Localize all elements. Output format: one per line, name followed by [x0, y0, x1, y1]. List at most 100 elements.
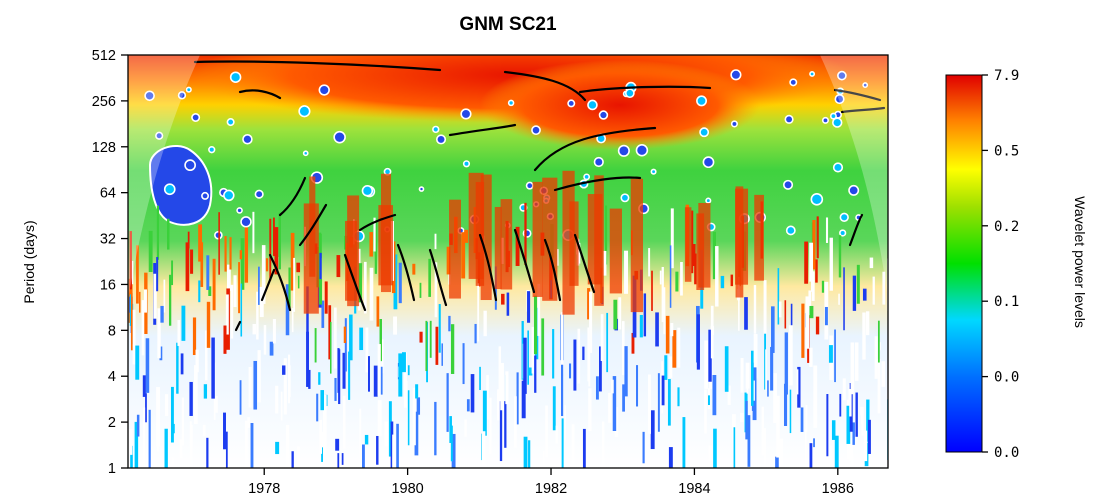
power-streak — [398, 353, 403, 397]
power-streak — [195, 349, 199, 373]
power-streak — [669, 356, 673, 378]
y-tick-label: 4 — [108, 369, 116, 385]
ridge-line — [840, 106, 886, 114]
contour-dot — [593, 156, 604, 168]
power-streak — [190, 249, 194, 274]
power-streak — [830, 445, 832, 468]
power-streak — [343, 326, 347, 344]
contour-dot — [242, 134, 253, 145]
high-power-column — [347, 195, 360, 307]
high-power-region-top-right — [480, 60, 760, 150]
power-streak — [398, 262, 402, 304]
power-streak — [212, 258, 216, 311]
ridge-lines — [193, 60, 886, 332]
power-streak — [316, 393, 319, 422]
ridge-line — [260, 268, 276, 302]
power-streak — [181, 397, 185, 446]
power-streak — [710, 305, 714, 359]
power-streak — [809, 443, 813, 468]
power-streak — [204, 330, 208, 381]
power-streak — [129, 231, 132, 290]
power-streak — [610, 379, 614, 394]
power-streak — [761, 406, 764, 456]
contour-dot — [821, 116, 829, 124]
contour-dot — [201, 191, 210, 200]
power-streak — [477, 283, 480, 342]
power-streak — [200, 242, 204, 287]
contour-dot — [617, 144, 630, 157]
power-streak — [582, 428, 586, 468]
cone-of-influence — [128, 55, 200, 300]
power-streak — [825, 217, 829, 243]
cone-of-influence-right — [820, 55, 888, 300]
power-streak — [272, 319, 276, 344]
power-streak — [369, 267, 374, 321]
power-streak — [528, 367, 533, 376]
power-streak — [501, 293, 505, 305]
power-streak — [225, 294, 229, 335]
power-streak — [198, 280, 201, 303]
contour-dot — [620, 193, 630, 203]
power-streak — [189, 381, 193, 416]
power-streak — [428, 258, 431, 297]
power-streak — [259, 286, 264, 318]
power-streak — [657, 373, 660, 432]
power-streak — [838, 293, 840, 305]
contour-dot — [208, 146, 216, 154]
power-streak — [504, 401, 507, 448]
power-streak — [747, 415, 751, 467]
power-streak — [368, 356, 370, 392]
power-streak — [691, 210, 694, 274]
power-streak — [466, 399, 470, 412]
contour-dot — [785, 225, 796, 236]
contour-dot — [789, 78, 798, 87]
power-streak — [412, 387, 416, 446]
power-streak — [486, 375, 489, 420]
power-streak — [225, 431, 228, 468]
ridge-line — [478, 233, 498, 302]
power-streak — [552, 386, 556, 431]
power-streak — [319, 279, 323, 305]
power-streak — [288, 365, 291, 398]
power-streak — [778, 301, 782, 318]
power-streak — [334, 377, 337, 401]
contour-dot — [435, 134, 447, 145]
contour-dot — [598, 110, 609, 120]
power-streak — [561, 312, 564, 374]
contour-dot — [705, 197, 712, 204]
power-streak — [708, 445, 712, 461]
power-streak — [414, 411, 419, 456]
power-streak — [224, 236, 227, 272]
x-tick-label: 1986 — [822, 481, 854, 497]
contour-dot — [298, 105, 311, 118]
power-streak — [874, 336, 878, 379]
power-streak — [543, 450, 545, 468]
power-streak — [337, 453, 340, 468]
power-streak — [877, 320, 880, 363]
power-streak — [784, 300, 787, 329]
ridge-line — [278, 176, 307, 217]
power-streak — [831, 420, 836, 440]
contour-dot — [839, 229, 847, 237]
power-streak — [852, 422, 855, 445]
power-streak — [877, 358, 881, 414]
power-streak — [390, 421, 394, 468]
power-streak — [388, 401, 392, 457]
power-streak — [557, 249, 559, 266]
power-streak — [659, 270, 662, 285]
power-streak — [429, 320, 432, 358]
power-streak — [181, 305, 186, 341]
contour-dot — [318, 84, 330, 96]
power-streak — [170, 386, 174, 443]
power-streak — [624, 346, 628, 397]
power-streak — [373, 365, 378, 397]
plot-area — [128, 55, 888, 468]
power-streak — [809, 305, 814, 319]
power-streak — [323, 394, 327, 455]
power-streak — [338, 349, 341, 405]
power-streak — [800, 407, 804, 432]
power-streak — [283, 358, 287, 415]
power-streak — [595, 376, 599, 400]
contour-dot — [784, 114, 794, 124]
power-streak — [672, 330, 677, 368]
